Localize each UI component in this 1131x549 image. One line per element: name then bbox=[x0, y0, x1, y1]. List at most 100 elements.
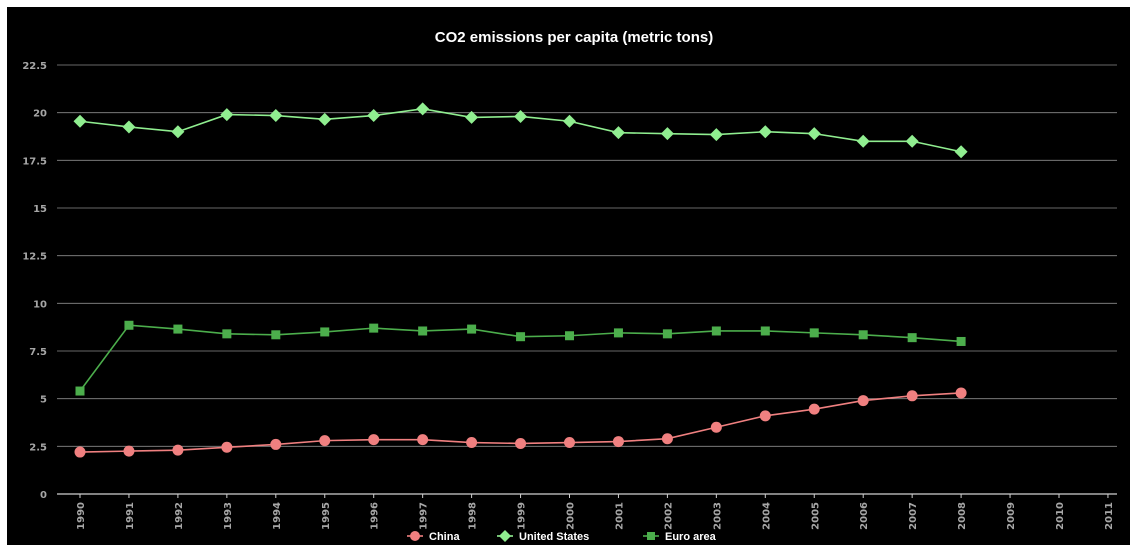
data-point[interactable] bbox=[270, 438, 282, 450]
x-tick-label: 2007 bbox=[908, 502, 919, 530]
x-tick-label: 1996 bbox=[370, 502, 381, 530]
legend-marker bbox=[499, 530, 511, 542]
x-tick-label: 1990 bbox=[76, 502, 87, 530]
data-point[interactable] bbox=[954, 145, 968, 159]
legend-marker bbox=[410, 531, 420, 541]
data-point[interactable] bbox=[171, 125, 185, 139]
data-point[interactable] bbox=[75, 386, 85, 396]
data-point[interactable] bbox=[662, 329, 672, 339]
data-point[interactable] bbox=[122, 120, 136, 134]
data-point[interactable] bbox=[564, 437, 575, 449]
y-tick-label: 0 bbox=[40, 490, 47, 501]
data-point[interactable] bbox=[856, 134, 870, 148]
y-tick-label: 20 bbox=[33, 109, 47, 120]
data-point[interactable] bbox=[758, 125, 772, 139]
x-tick-label: 1995 bbox=[321, 502, 332, 530]
y-tick-label: 5 bbox=[40, 395, 47, 406]
data-point[interactable] bbox=[760, 326, 770, 336]
y-axis: 0 2.5 5 7.5 10 12.5 15 17.5 20 22.5 bbox=[22, 61, 47, 501]
x-tick-label: 2011 bbox=[1104, 502, 1115, 530]
legend-label: China bbox=[429, 531, 460, 543]
data-point[interactable] bbox=[905, 134, 919, 148]
data-point[interactable] bbox=[173, 324, 183, 334]
data-point[interactable] bbox=[467, 324, 477, 334]
data-point[interactable] bbox=[759, 410, 771, 422]
legend-item-china[interactable]: China bbox=[407, 531, 460, 543]
data-point[interactable] bbox=[565, 331, 574, 341]
data-point[interactable] bbox=[514, 109, 528, 123]
data-point[interactable] bbox=[74, 446, 86, 458]
data-point[interactable] bbox=[660, 127, 674, 141]
data-point[interactable] bbox=[319, 435, 331, 447]
data-point[interactable] bbox=[858, 330, 868, 340]
data-point[interactable] bbox=[123, 445, 135, 457]
data-point[interactable] bbox=[907, 333, 917, 343]
chart-container: CO2 emissions per capita (metric tons) 0… bbox=[7, 7, 1130, 545]
data-point[interactable] bbox=[221, 441, 233, 453]
data-point[interactable] bbox=[516, 332, 526, 342]
data-point[interactable] bbox=[809, 328, 819, 338]
data-point[interactable] bbox=[465, 110, 479, 124]
x-tick-label: 2008 bbox=[957, 502, 968, 530]
y-tick-label: 10 bbox=[33, 299, 47, 310]
data-point[interactable] bbox=[220, 108, 234, 122]
data-point[interactable] bbox=[367, 109, 381, 123]
x-tick-label: 2003 bbox=[712, 502, 723, 530]
legend: China United States Euro area bbox=[407, 530, 717, 543]
data-point[interactable] bbox=[222, 329, 232, 339]
data-point[interactable] bbox=[955, 387, 967, 399]
data-point[interactable] bbox=[711, 326, 721, 336]
x-tick-label: 2002 bbox=[663, 502, 674, 530]
data-point[interactable] bbox=[271, 330, 281, 340]
chart-title: CO2 emissions per capita (metric tons) bbox=[435, 29, 713, 46]
x-tick-label: 2005 bbox=[810, 502, 821, 530]
data-point[interactable] bbox=[418, 326, 428, 336]
data-point[interactable] bbox=[710, 421, 722, 433]
data-point[interactable] bbox=[808, 403, 820, 415]
x-tick-label: 1992 bbox=[174, 502, 185, 530]
legend-item-united-states[interactable]: United States bbox=[497, 530, 589, 543]
y-tick-label: 22.5 bbox=[22, 61, 47, 72]
legend-marker bbox=[647, 532, 655, 540]
data-point[interactable] bbox=[613, 328, 623, 338]
legend-label: United States bbox=[519, 531, 589, 543]
data-point[interactable] bbox=[857, 395, 869, 407]
x-tick-label: 1991 bbox=[125, 502, 136, 530]
x-tick-label: 1998 bbox=[468, 502, 479, 530]
data-point[interactable] bbox=[661, 433, 673, 445]
data-point[interactable] bbox=[709, 128, 723, 142]
x-tick-label: 2006 bbox=[859, 502, 870, 530]
data-point[interactable] bbox=[417, 434, 429, 446]
data-point[interactable] bbox=[563, 114, 576, 128]
x-tick-label: 1997 bbox=[419, 502, 430, 530]
x-tick-label: 2009 bbox=[1006, 502, 1017, 530]
data-point[interactable] bbox=[515, 437, 527, 449]
data-point[interactable] bbox=[318, 112, 332, 126]
data-point[interactable] bbox=[269, 109, 283, 123]
y-tick-label: 17.5 bbox=[22, 156, 47, 167]
data-point[interactable] bbox=[124, 320, 134, 330]
x-axis: 1990 1991 1992 1993 1994 1995 1996 1997 1998 1999… bbox=[76, 494, 1115, 530]
data-point[interactable] bbox=[906, 390, 918, 402]
data-point[interactable] bbox=[73, 114, 87, 128]
data-point[interactable] bbox=[369, 323, 379, 333]
y-tick-label: 12.5 bbox=[22, 252, 47, 263]
x-tick-label: 2000 bbox=[566, 502, 577, 530]
data-point[interactable] bbox=[320, 327, 330, 337]
legend-item-euro-area[interactable]: Euro area bbox=[643, 531, 717, 543]
series-euro-area bbox=[75, 320, 966, 396]
x-tick-label: 2001 bbox=[614, 502, 625, 530]
data-point[interactable] bbox=[807, 127, 821, 141]
data-point[interactable] bbox=[612, 436, 624, 448]
x-tick-label: 1994 bbox=[272, 502, 283, 530]
y-tick-label: 2.5 bbox=[29, 442, 47, 453]
x-tick-label: 2004 bbox=[761, 502, 772, 530]
data-point[interactable] bbox=[368, 434, 380, 446]
data-point[interactable] bbox=[416, 102, 430, 116]
data-point[interactable] bbox=[611, 126, 625, 140]
data-point[interactable] bbox=[172, 444, 184, 456]
x-tick-label: 2010 bbox=[1055, 502, 1066, 530]
line-chart: CO2 emissions per capita (metric tons) 0… bbox=[22, 29, 1117, 543]
data-point[interactable] bbox=[466, 437, 478, 449]
data-point[interactable] bbox=[956, 336, 966, 346]
